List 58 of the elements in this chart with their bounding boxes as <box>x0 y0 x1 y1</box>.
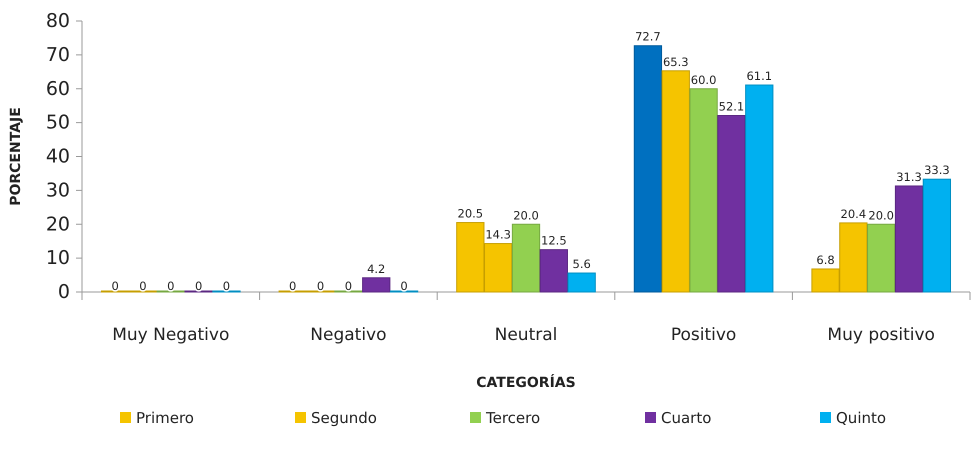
data-label: 0 <box>167 279 174 293</box>
data-label: 0 <box>222 279 230 293</box>
legend-label: Primero <box>136 409 194 427</box>
legend-label: Quinto <box>836 409 886 427</box>
y-tick-label: 20 <box>46 213 70 236</box>
y-tick-label: 80 <box>46 10 70 32</box>
y-tick-label: 50 <box>46 112 70 134</box>
data-label: 20.4 <box>840 206 866 221</box>
data-label: 33.3 <box>924 163 950 178</box>
data-label: 0 <box>111 279 119 293</box>
y-axis-title: PORCENTAJE <box>8 107 24 206</box>
bar <box>689 88 718 292</box>
y-tick-label: 10 <box>46 247 70 270</box>
y-tick-label: 60 <box>46 78 70 100</box>
legend-label: Segundo <box>311 409 377 427</box>
data-label: 20.0 <box>868 208 894 222</box>
data-label: 72.7 <box>635 30 661 44</box>
y-tick-label: 0 <box>58 281 70 304</box>
data-label: 0 <box>344 279 352 293</box>
bar <box>867 224 896 292</box>
legend-label: Tercero <box>485 409 540 427</box>
data-label: 0 <box>316 279 324 293</box>
data-label: 65.3 <box>662 54 689 69</box>
bar <box>717 115 746 292</box>
data-label: 14.3 <box>485 228 511 242</box>
y-tick-label: 70 <box>46 44 70 66</box>
x-tick-label: Muy Negativo <box>112 325 230 345</box>
data-label: 6.8 <box>816 252 835 267</box>
data-label: 0 <box>400 279 408 293</box>
bar <box>745 84 774 292</box>
data-label: 52.1 <box>718 100 744 114</box>
x-tick-label: Positivo <box>670 325 736 345</box>
legend-label: Cuarto <box>661 409 712 427</box>
data-label: 5.6 <box>572 257 591 272</box>
data-label: 20.0 <box>513 208 539 222</box>
data-label: 0 <box>139 279 147 293</box>
x-tick-label: Negativo <box>310 325 387 345</box>
y-tick-label: 40 <box>46 146 70 168</box>
bar <box>894 185 924 292</box>
data-label: 0 <box>194 279 202 293</box>
bar <box>362 277 390 292</box>
bar <box>634 45 662 292</box>
bar <box>662 70 690 292</box>
x-tick-label: Neutral <box>494 325 558 345</box>
data-label: 4.2 <box>367 262 386 276</box>
bar <box>512 224 540 292</box>
bar <box>568 272 596 292</box>
data-label: 31.3 <box>896 170 922 184</box>
y-tick-label: 30 <box>46 179 70 202</box>
bar <box>540 249 568 292</box>
x-tick-label: Muy positivo <box>827 325 935 345</box>
bar <box>922 178 952 292</box>
data-label: 60.0 <box>690 72 716 87</box>
data-label: 0 <box>289 279 296 293</box>
data-label: 61.1 <box>746 69 772 84</box>
x-axis-title: CATEGORÍAS <box>476 374 576 391</box>
data-label: 20.5 <box>458 206 484 221</box>
data-label: 12.5 <box>541 234 567 248</box>
